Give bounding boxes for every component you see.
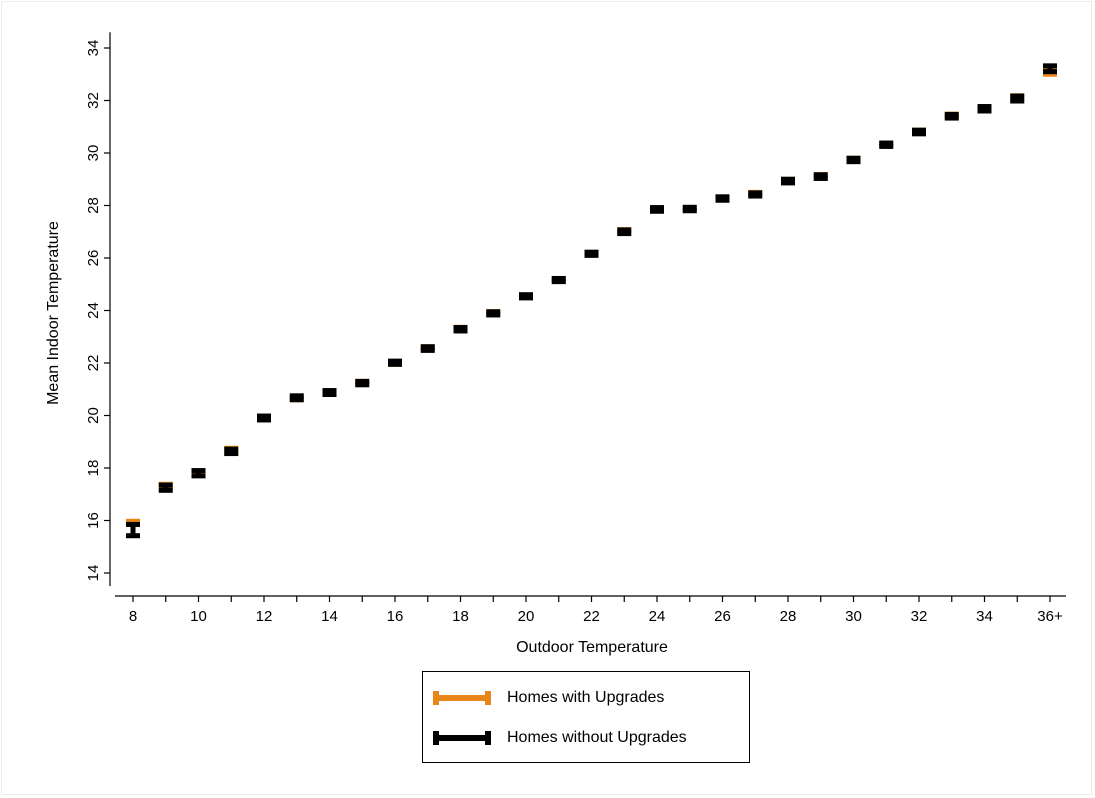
data-point [977, 104, 992, 114]
x-tick-label: 12 [256, 608, 273, 625]
x-tick-label: 20 [518, 608, 535, 625]
y-tick-label: 28 [85, 197, 102, 214]
x-tick-label: 30 [845, 608, 862, 625]
x-axis-title: Outdoor Temperature [516, 639, 668, 656]
data-point [257, 413, 271, 423]
data-point [551, 275, 566, 285]
legend-swatch-with-upgrades [433, 691, 491, 705]
y-tick-label: 30 [85, 145, 102, 162]
data-point [650, 205, 664, 214]
y-tick-label: 32 [85, 92, 102, 109]
y-tick-label: 14 [85, 565, 102, 582]
legend: Homes with Upgrades Homes without Upgrad… [422, 671, 750, 763]
legend-item-without-upgrades: Homes without Upgrades [433, 726, 687, 750]
y-tick-label: 24 [85, 302, 102, 319]
data-point [813, 172, 828, 181]
legend-item-with-upgrades: Homes with Upgrades [433, 686, 664, 710]
x-tick-label: 14 [321, 608, 338, 625]
x-tick-label: 8 [129, 608, 137, 625]
x-tick-label: 24 [649, 608, 666, 625]
data-point [715, 194, 730, 203]
data-point [420, 344, 435, 353]
legend-label-without-upgrades: Homes without Upgrades [507, 729, 687, 746]
data-point [224, 446, 239, 457]
x-tick-label: 32 [911, 608, 928, 625]
data-point [1010, 93, 1025, 104]
x-tick-label: 34 [976, 608, 993, 625]
x-tick-label: 26 [714, 608, 731, 625]
x-tick-label: 16 [387, 608, 404, 625]
data-point [584, 249, 599, 258]
chart-marks [126, 63, 1057, 539]
data-point [682, 204, 697, 214]
y-tick-label: 16 [85, 512, 102, 529]
data-point [322, 388, 337, 397]
x-tick-label: 10 [190, 608, 207, 625]
data-point [158, 482, 173, 493]
x-tick-label: 36+ [1037, 608, 1063, 625]
legend-label-with-upgrades: Homes with Upgrades [507, 689, 665, 706]
y-tick-label: 26 [85, 250, 102, 267]
data-point [846, 155, 861, 165]
data-point [388, 358, 402, 367]
data-point [486, 309, 501, 318]
data-point [126, 521, 140, 539]
data-point [748, 190, 763, 199]
data-point [453, 325, 468, 334]
y-axis-title: Mean Indoor Temperature [45, 221, 62, 405]
legend-swatch-without-upgrades [433, 731, 491, 745]
data-point [519, 292, 533, 301]
y-tick-label: 34 [85, 40, 102, 57]
data-point [912, 127, 926, 137]
data-point [781, 176, 795, 186]
data-point [617, 227, 632, 237]
y-tick-label: 20 [85, 407, 102, 424]
x-tick-label: 18 [452, 608, 469, 625]
data-point [944, 111, 959, 121]
data-point [879, 140, 894, 149]
data-point [355, 378, 370, 388]
series-without-upgrades [126, 63, 1057, 539]
data-point [1043, 63, 1057, 75]
x-tick-label: 28 [780, 608, 797, 625]
data-point [191, 468, 206, 479]
x-tick-label: 22 [583, 608, 600, 625]
axes: 14 16 18 20 22 24 26 28 30 32 34 8 10 12 14 16 18 20 22 24 2… [85, 32, 1066, 625]
data-point [289, 393, 304, 403]
y-tick-label: 18 [85, 460, 102, 477]
y-tick-label: 22 [85, 355, 102, 372]
